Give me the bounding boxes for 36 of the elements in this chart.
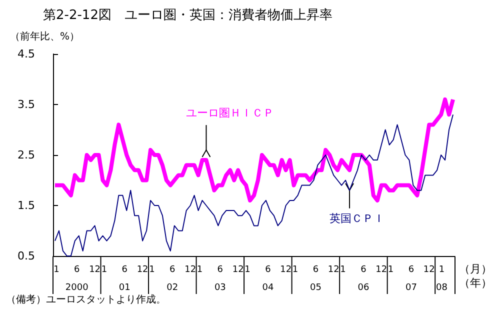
x-tick-label: 1 (101, 265, 108, 275)
text: ユーロ圏ＨＩＣＰ (186, 106, 274, 120)
x-axis-title: （月）（年） (459, 262, 492, 290)
x-tick-label: 12 (280, 265, 292, 275)
x-tick-label: 6 05 (310, 265, 322, 293)
x-tick-label: 12 (184, 265, 196, 275)
x-tick-label: 1 (340, 265, 346, 275)
x-tick-label: 12 (328, 265, 340, 275)
x-tick-label: 6 03 (214, 265, 226, 293)
x-tick-label: 1 08 (436, 265, 448, 293)
chart-title: 第2-2-12図 ユーロ圏・英国：消費者物価上昇率 (43, 7, 332, 23)
y-tick-label: 0.5 (18, 250, 35, 262)
y-tick-label: 3.5 (18, 98, 35, 111)
x-tick-label: 1 (244, 265, 250, 275)
x-tick-label: 12 (89, 265, 101, 275)
x-tick-label: 12 (136, 265, 148, 275)
x-tick-label: 12 (423, 265, 435, 275)
x-tick-label: 6 04 (262, 265, 274, 293)
x-tick-label: 1 (149, 265, 155, 275)
x-tick-label: 6 07 (405, 265, 417, 293)
x-tick-label: 6 01 (118, 265, 130, 293)
x-tick-label: 12 (232, 265, 244, 275)
text: 英国ＣＰＩ (330, 212, 385, 225)
x-tick-label: 6 2000 (65, 265, 89, 293)
y-tick-label: 4.5 (18, 48, 35, 60)
y-tick-label: 1.5 (18, 199, 35, 212)
x-tick-label: 1 (292, 265, 298, 275)
x-tick-label: 12 (376, 265, 388, 275)
x-tick-label: 1 (54, 265, 60, 275)
x-tick-label: 1 (196, 265, 203, 275)
y-tick-label: 2.5 (18, 148, 35, 162)
y-axis-title: （前年比、%） (10, 30, 80, 42)
x-tick-label: 6 06 (358, 265, 370, 293)
x-tick-label: 1 (388, 265, 394, 275)
text: （備考）ユーロスタットより作成。 (6, 294, 166, 306)
x-tick-label: 6 02 (166, 265, 178, 293)
